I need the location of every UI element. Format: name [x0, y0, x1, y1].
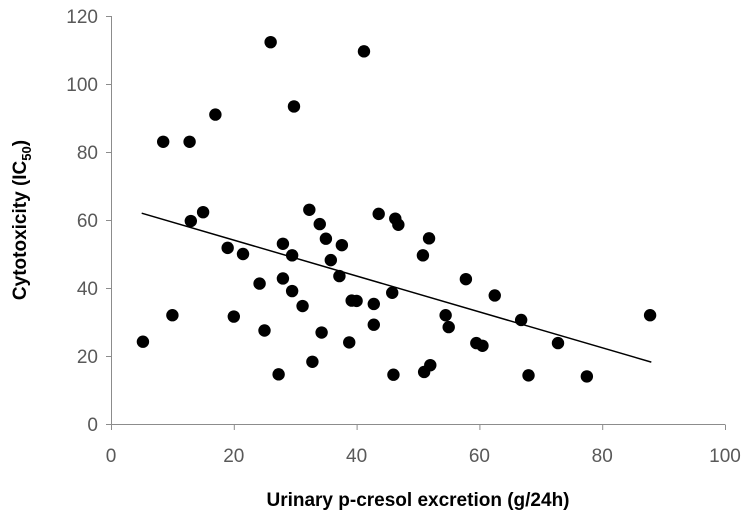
y-tick-label: 0	[87, 415, 98, 436]
data-point	[296, 299, 309, 313]
y-axis-title: Cytotoxicity (IC50)	[10, 140, 34, 300]
data-points	[136, 35, 657, 383]
data-point	[643, 309, 657, 322]
data-point	[392, 218, 405, 231]
data-point	[315, 326, 328, 339]
data-point	[166, 309, 179, 322]
y-tick-label: 40	[77, 279, 98, 300]
x-axis-title: Urinary p-cresol excretion (g/24h)	[266, 490, 569, 511]
data-point	[264, 35, 277, 49]
y-axis-title-close: )	[10, 140, 31, 146]
data-point	[343, 336, 356, 349]
x-tick-label: 60	[469, 446, 490, 467]
x-tick-label: 40	[346, 446, 367, 467]
y-axis-title-main: Cytotoxicity (IC	[10, 160, 31, 300]
data-point	[387, 368, 400, 381]
data-point	[522, 369, 535, 382]
data-point	[319, 232, 333, 245]
data-point	[276, 272, 290, 285]
data-point	[253, 277, 266, 290]
data-point	[386, 286, 399, 299]
data-point	[196, 205, 210, 219]
data-point	[335, 238, 349, 252]
data-point	[276, 237, 290, 250]
y-tick-label: 80	[77, 143, 98, 164]
data-point	[285, 284, 299, 298]
data-point	[221, 241, 234, 255]
data-point	[350, 294, 363, 308]
x-tick-label: 0	[106, 446, 117, 467]
data-point	[367, 297, 380, 311]
x-tick-label: 20	[223, 446, 244, 467]
tick-labels: 0 20 40 60 80 100 120 0 20 40 60 80 100	[66, 7, 741, 467]
data-point	[424, 358, 437, 372]
data-point	[184, 214, 198, 228]
data-point	[416, 249, 430, 262]
data-point	[367, 318, 380, 331]
data-point	[442, 320, 455, 334]
data-point	[372, 207, 385, 221]
data-point	[459, 272, 473, 286]
data-point	[156, 135, 170, 148]
data-point	[306, 355, 319, 368]
data-point	[136, 335, 150, 348]
data-point	[357, 45, 371, 58]
data-point	[183, 135, 196, 148]
data-point	[272, 368, 285, 381]
trendline	[141, 212, 652, 363]
data-point	[227, 310, 240, 323]
y-tick-label: 120	[66, 7, 98, 28]
data-point	[476, 339, 489, 352]
data-point	[209, 108, 222, 121]
x-tick-label: 100	[709, 446, 741, 467]
data-point	[258, 324, 271, 337]
data-point	[439, 309, 452, 322]
data-point	[236, 247, 250, 261]
data-point	[287, 100, 301, 113]
data-point	[488, 289, 501, 302]
data-point	[551, 336, 565, 350]
y-tick-label: 100	[66, 75, 98, 96]
y-axis-title-subscript: 50	[19, 146, 34, 160]
y-tick-label: 60	[77, 211, 98, 232]
data-point	[333, 269, 346, 283]
data-point	[313, 217, 326, 231]
data-point	[303, 203, 316, 216]
y-tick-label: 20	[77, 347, 98, 368]
data-point	[580, 370, 594, 383]
x-tick-label: 80	[592, 446, 613, 467]
data-point	[324, 253, 338, 267]
data-point	[422, 232, 436, 245]
